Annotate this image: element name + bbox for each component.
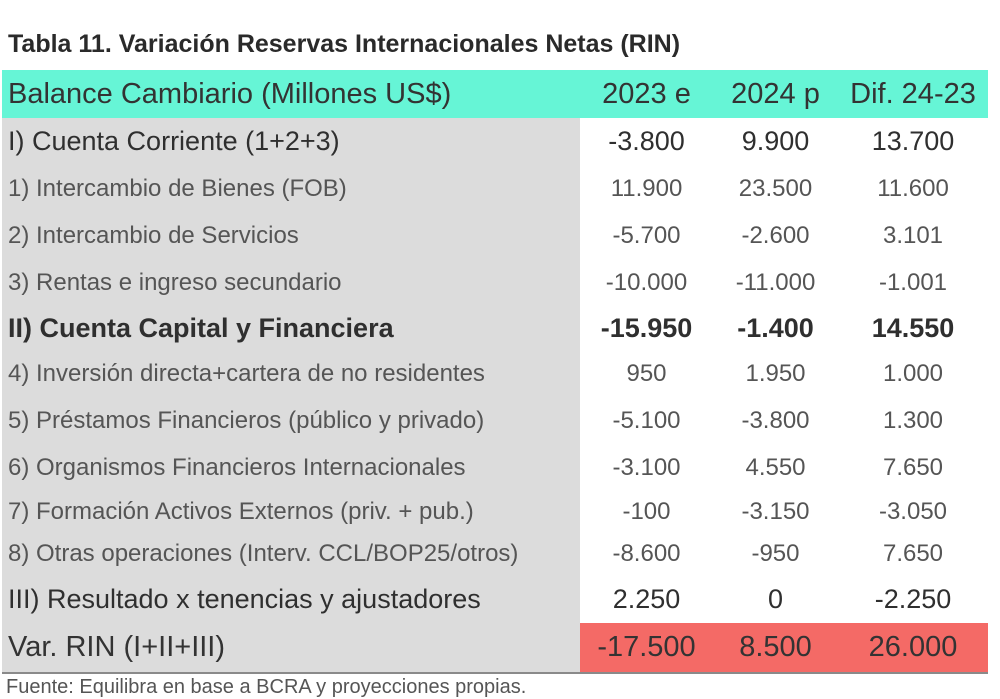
row-label: 6) Organismos Financieros Internacionale…: [2, 444, 580, 491]
cell-diff: 11.600: [877, 174, 949, 202]
cell-2024: 1.950: [745, 359, 806, 387]
table-row: 1) Intercambio de Bienes (FOB) 11.900 23…: [2, 165, 988, 212]
table-row: 3) Rentas e ingreso secundario -10.000 -…: [2, 259, 988, 306]
header-col-2024: 2024 p: [731, 77, 820, 110]
total-2023: -17.500: [597, 631, 696, 663]
cell-2024: -950: [751, 540, 800, 567]
cell-2024: 23.500: [738, 174, 813, 202]
total-label: Var. RIN (I+II+III): [2, 623, 580, 672]
total-2024: 8.500: [739, 631, 812, 663]
table-row: II) Cuenta Capital y Financiera -15.950 …: [2, 306, 988, 350]
total-values: -17.500 8.500 26.000: [580, 623, 988, 672]
table-row: III) Resultado x tenencias y ajustadores…: [2, 575, 988, 623]
cell-2024: -2.600: [741, 221, 810, 249]
cell-2023: -5.700: [612, 221, 681, 249]
cell-2024: 4.550: [745, 453, 806, 481]
table-row: 6) Organismos Financieros Internacionale…: [2, 444, 988, 491]
row-label: 1) Intercambio de Bienes (FOB): [2, 165, 580, 212]
table-row: 2) Intercambio de Servicios -5.700 -2.60…: [2, 212, 988, 259]
cell-2023: -3.800: [608, 126, 685, 156]
table-header-row: Balance Cambiario (Millones US$) 2023 e …: [2, 70, 988, 118]
cell-2023: -8.600: [612, 540, 681, 567]
table-row: 8) Otras operaciones (Interv. CCL/BOP25/…: [2, 533, 988, 575]
row-label: 5) Préstamos Financieros (público y priv…: [2, 397, 580, 444]
table-row: 7) Formación Activos Externos (priv. + p…: [2, 491, 988, 533]
total-diff: 26.000: [868, 631, 958, 663]
table-title: Tabla 11. Variación Reservas Internacion…: [8, 30, 681, 58]
cell-diff: 1.000: [882, 359, 944, 387]
cell-2024: -11.000: [735, 268, 816, 296]
table-row: 5) Préstamos Financieros (público y priv…: [2, 397, 988, 444]
cell-diff: 1.300: [882, 406, 944, 434]
row-label: 2) Intercambio de Servicios: [2, 212, 580, 259]
row-label: 7) Formación Activos Externos (priv. + p…: [2, 491, 580, 533]
cell-2023: -3.100: [612, 453, 681, 481]
header-col-2023: 2023 e: [602, 77, 691, 110]
cell-2023: -5.100: [612, 406, 681, 434]
cell-2024: -1.400: [737, 312, 814, 343]
cell-diff: -2.250: [874, 583, 952, 614]
cell-2023: 2.250: [612, 583, 681, 614]
total-row: Var. RIN (I+II+III) -17.500 8.500 26.000: [2, 623, 988, 674]
row-label: I) Cuenta Corriente (1+2+3): [2, 118, 580, 165]
source-note: Fuente: Equilibra en base a BCRA y proye…: [6, 676, 527, 698]
row-label: 3) Rentas e ingreso secundario: [2, 259, 580, 306]
row-label: 8) Otras operaciones (Interv. CCL/BOP25/…: [2, 533, 580, 575]
cell-2023: -15.950: [600, 312, 693, 343]
cell-diff: 7.650: [882, 540, 944, 567]
reserves-table: Balance Cambiario (Millones US$) 2023 e …: [2, 70, 988, 674]
header-col-diff: Dif. 24-23: [850, 77, 976, 110]
cell-diff: -3.050: [878, 498, 948, 525]
cell-2024: -3.800: [741, 406, 810, 434]
cell-diff: 3.101: [882, 221, 944, 249]
cell-2023: -100: [622, 498, 671, 525]
cell-2023: -10.000: [605, 268, 688, 296]
cell-2024: 0: [767, 583, 784, 614]
row-label: II) Cuenta Capital y Financiera: [2, 306, 580, 350]
cell-diff: 7.650: [882, 453, 944, 481]
cell-2023: 950: [626, 359, 667, 387]
cell-2024: -3.150: [741, 498, 810, 525]
table-row: I) Cuenta Corriente (1+2+3) -3.800 9.900…: [2, 118, 988, 165]
cell-2023: 11.900: [610, 174, 683, 202]
cell-diff: -1.001: [878, 268, 948, 296]
table-row: 4) Inversión directa+cartera de no resid…: [2, 350, 988, 397]
cell-diff: 14.550: [871, 312, 955, 343]
cell-2024: 9.900: [741, 126, 810, 156]
row-label: III) Resultado x tenencias y ajustadores: [2, 575, 580, 623]
row-label: 4) Inversión directa+cartera de no resid…: [2, 350, 580, 397]
header-label: Balance Cambiario (Millones US$): [8, 77, 452, 110]
cell-diff: 13.700: [871, 126, 955, 156]
